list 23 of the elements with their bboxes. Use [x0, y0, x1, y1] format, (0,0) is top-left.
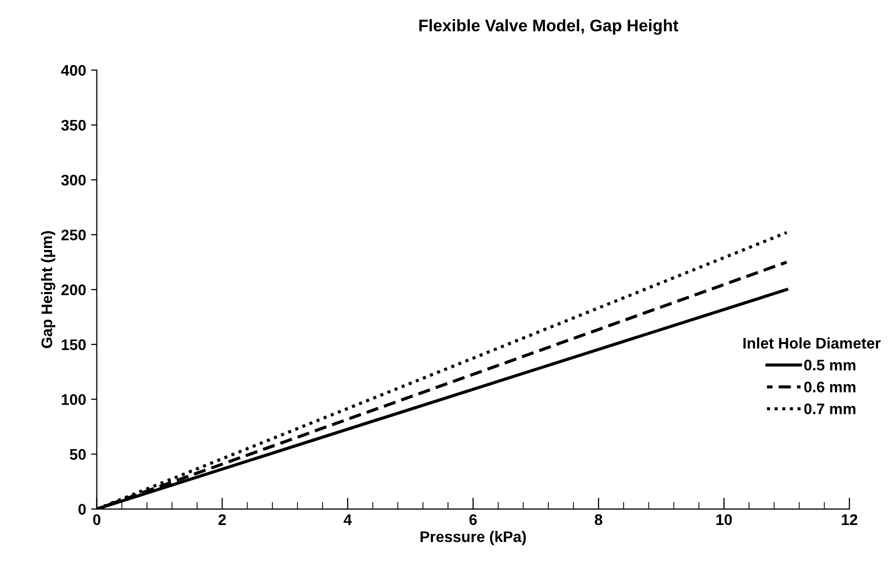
y-tick-label: 100: [62, 394, 86, 405]
y-tick-label: 250: [61, 230, 86, 240]
x-tick-label: 2: [218, 514, 226, 525]
x-tick-label: 0: [93, 514, 100, 526]
x-tick-label: 8: [594, 514, 602, 526]
x-tick-label: 10: [716, 514, 732, 526]
y-tick-label: 0: [78, 504, 86, 515]
y-axis-title: Gap Height (µm): [41, 231, 56, 348]
y-tick-label: 400: [61, 64, 86, 76]
x-tick-label: 6: [469, 514, 477, 526]
y-tick-label: 50: [70, 449, 86, 460]
legend-label: 0.7 mm: [804, 403, 856, 414]
y-tick-label: 350: [61, 120, 86, 131]
y-tick-label: 300: [61, 174, 86, 186]
y-tick-label: 150: [62, 339, 86, 350]
y-tick-label: 200: [61, 284, 86, 296]
legend-label: 0.5 mm: [804, 360, 856, 370]
x-tick-label: 4: [344, 514, 352, 525]
legend-label: 0.6 mm: [804, 382, 856, 392]
legend-title: Inlet Hole Diameter: [743, 337, 881, 349]
x-tick-label: 12: [842, 514, 858, 525]
x-axis-title: Pressure (kPa): [420, 530, 526, 546]
chart-title: Flexible Valve Model, Gap Height: [419, 19, 678, 35]
